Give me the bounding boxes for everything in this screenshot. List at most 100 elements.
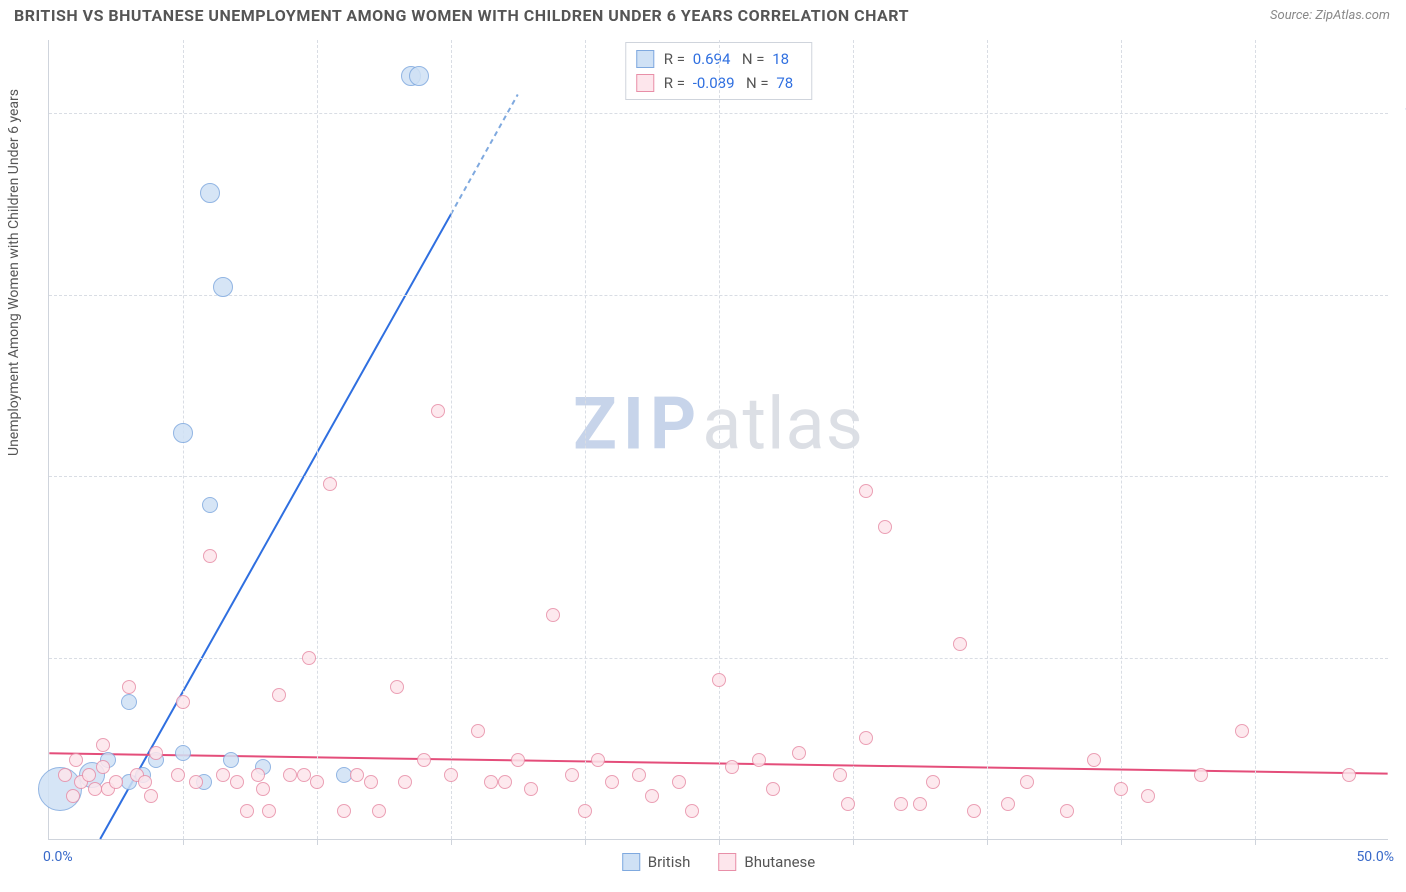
- bhutanese-point: [511, 753, 525, 767]
- british-point: [175, 745, 191, 761]
- bhutanese-point: [310, 775, 324, 789]
- bhutanese-point: [176, 695, 190, 709]
- legend-swatch: [636, 50, 654, 68]
- legend-item-british: British: [622, 853, 691, 871]
- british-point: [121, 694, 137, 710]
- bhutanese-point: [605, 775, 619, 789]
- bhutanese-point: [859, 484, 873, 498]
- bhutanese-point: [230, 775, 244, 789]
- bhutanese-point: [645, 789, 659, 803]
- legend-text: R = -0.089 N = 78: [664, 71, 797, 95]
- bhutanese-point: [96, 760, 110, 774]
- plot-area: ZIPatlas R = 0.694 N = 18R = -0.089 N = …: [48, 40, 1388, 840]
- gridline-v: [853, 40, 854, 839]
- bhutanese-point: [471, 724, 485, 738]
- bhutanese-point: [149, 746, 163, 760]
- british-point: [173, 423, 193, 443]
- bhutanese-point: [251, 768, 265, 782]
- x-tick-mark: [451, 839, 452, 845]
- bhutanese-point: [417, 753, 431, 767]
- bhutanese-point: [297, 768, 311, 782]
- bhutanese-point: [524, 782, 538, 796]
- legend-swatch: [636, 74, 654, 92]
- y-tick-label: 50.0%: [1394, 468, 1406, 484]
- bhutanese-point: [792, 746, 806, 760]
- bhutanese-point: [578, 804, 592, 818]
- y-tick-label: 100.0%: [1394, 105, 1406, 121]
- bhutanese-point: [58, 768, 72, 782]
- bhutanese-point: [256, 782, 270, 796]
- gridline-v: [1121, 40, 1122, 839]
- source-attribution: Source: ZipAtlas.com: [1270, 8, 1390, 23]
- bhutanese-point: [926, 775, 940, 789]
- bhutanese-point: [565, 768, 579, 782]
- bhutanese-point: [894, 797, 908, 811]
- british-point: [213, 277, 233, 297]
- bhutanese-point: [138, 775, 152, 789]
- bhutanese-point: [913, 797, 927, 811]
- bhutanese-point: [752, 753, 766, 767]
- x-tick-mark: [585, 839, 586, 845]
- bhutanese-point: [1342, 768, 1356, 782]
- bhutanese-point: [171, 768, 185, 782]
- bhutanese-point: [967, 804, 981, 818]
- bhutanese-point: [712, 673, 726, 687]
- british-point: [200, 183, 220, 203]
- bhutanese-point: [833, 768, 847, 782]
- bhutanese-point: [672, 775, 686, 789]
- legend-swatch: [622, 853, 640, 871]
- legend-swatch: [718, 853, 736, 871]
- chart-title: BRITISH VS BHUTANESE UNEMPLOYMENT AMONG …: [14, 6, 909, 25]
- bhutanese-point: [109, 775, 123, 789]
- legend-text: R = 0.694 N = 18: [664, 47, 793, 71]
- bhutanese-point: [1194, 768, 1208, 782]
- legend-label: British: [648, 853, 691, 871]
- y-tick-label: 25.0%: [1394, 650, 1406, 666]
- bhutanese-point: [1087, 753, 1101, 767]
- bhutanese-point: [632, 768, 646, 782]
- bhutanese-point: [66, 789, 80, 803]
- gridline-v: [719, 40, 720, 839]
- bhutanese-point: [725, 760, 739, 774]
- legend-label: Bhutanese: [744, 853, 815, 871]
- gridline-v: [451, 40, 452, 839]
- legend-row: R = -0.089 N = 78: [636, 71, 797, 95]
- bhutanese-point: [841, 797, 855, 811]
- bhutanese-point: [1020, 775, 1034, 789]
- bhutanese-point: [96, 738, 110, 752]
- x-tick-mark: [1121, 839, 1122, 845]
- bhutanese-point: [364, 775, 378, 789]
- bhutanese-point: [685, 804, 699, 818]
- british-point: [409, 66, 429, 86]
- gridline-v: [585, 40, 586, 839]
- bhutanese-point: [272, 688, 286, 702]
- x-tick-mark: [853, 839, 854, 845]
- british-point: [223, 752, 239, 768]
- bhutanese-point: [398, 775, 412, 789]
- bhutanese-point: [262, 804, 276, 818]
- bhutanese-point: [1114, 782, 1128, 796]
- bhutanese-point: [444, 768, 458, 782]
- x-tick-mark: [987, 839, 988, 845]
- bhutanese-point: [953, 637, 967, 651]
- gridline-v: [317, 40, 318, 839]
- bhutanese-point: [372, 804, 386, 818]
- bhutanese-point: [766, 782, 780, 796]
- bhutanese-point: [1060, 804, 1074, 818]
- bhutanese-point: [82, 768, 96, 782]
- bhutanese-point: [323, 477, 337, 491]
- bhutanese-point: [591, 753, 605, 767]
- x-axis-min-label: 0.0%: [43, 849, 73, 865]
- bhutanese-point: [122, 680, 136, 694]
- bhutanese-point: [216, 768, 230, 782]
- x-tick-mark: [183, 839, 184, 845]
- bhutanese-point: [69, 753, 83, 767]
- bhutanese-point: [283, 768, 297, 782]
- gridline-v: [1255, 40, 1256, 839]
- bhutanese-point: [1235, 724, 1249, 738]
- y-tick-label: 75.0%: [1394, 287, 1406, 303]
- bhutanese-point: [878, 520, 892, 534]
- legend-row: R = 0.694 N = 18: [636, 47, 797, 71]
- bhutanese-point: [498, 775, 512, 789]
- legend-item-bhutanese: Bhutanese: [718, 853, 815, 871]
